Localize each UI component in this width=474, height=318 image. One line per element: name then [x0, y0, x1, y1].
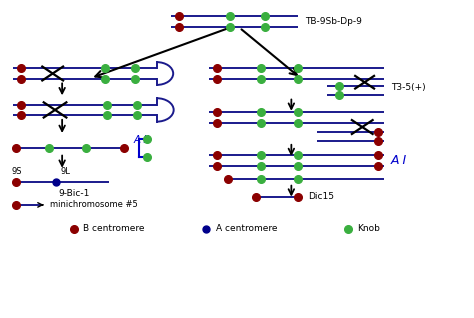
Text: T3-5(+): T3-5(+): [391, 83, 425, 92]
Text: minichromosome #5: minichromosome #5: [50, 200, 138, 210]
Text: A II: A II: [134, 135, 150, 145]
Text: 9S: 9S: [11, 167, 21, 176]
Text: B centromere: B centromere: [83, 224, 145, 233]
Text: 9-Bic-1: 9-Bic-1: [58, 189, 90, 198]
Text: Dic15: Dic15: [308, 192, 334, 202]
Text: A I: A I: [391, 154, 407, 167]
Text: 9L: 9L: [61, 167, 70, 176]
Text: Knob: Knob: [357, 224, 381, 233]
Text: TB-9Sb-Dp-9: TB-9Sb-Dp-9: [306, 17, 363, 26]
Text: A centromere: A centromere: [216, 224, 277, 233]
